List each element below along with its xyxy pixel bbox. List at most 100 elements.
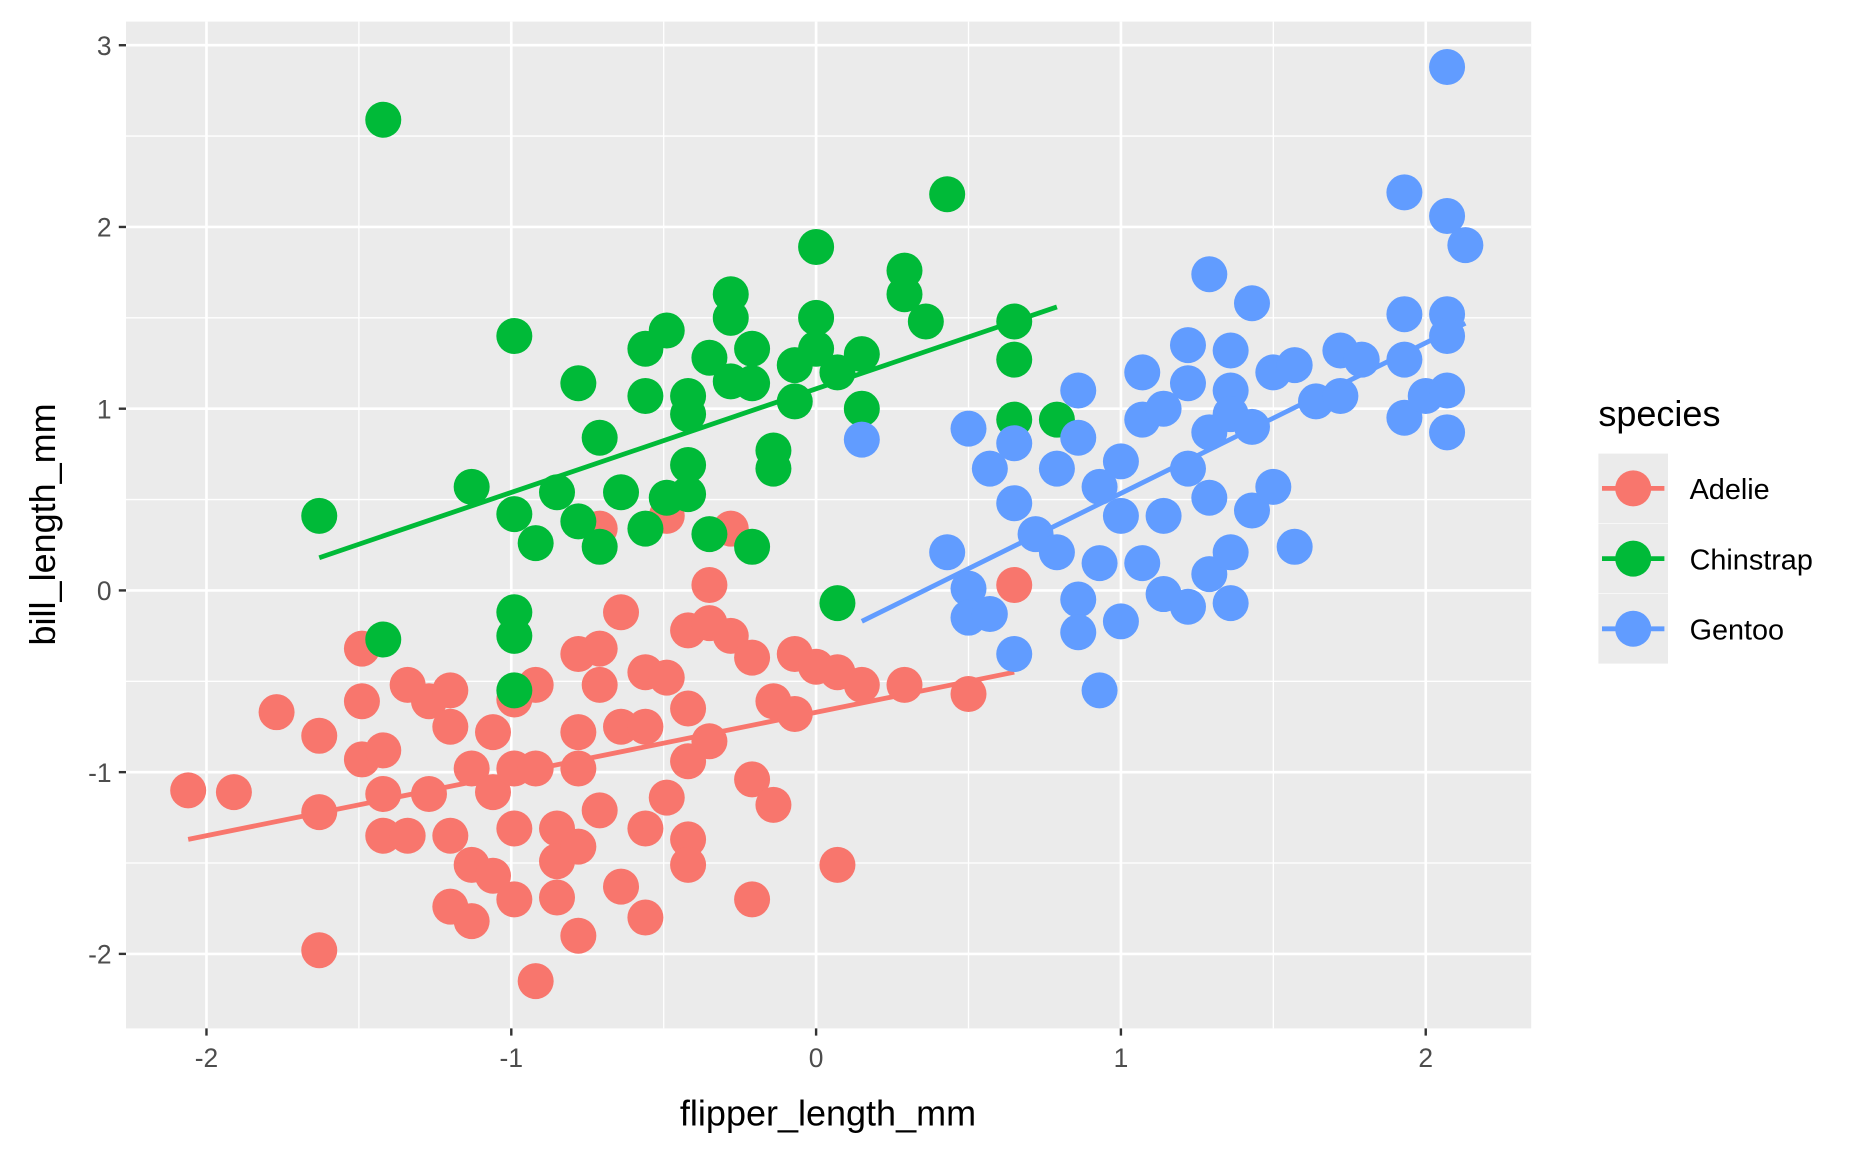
adelie-point — [474, 714, 511, 751]
chinstrap-point — [798, 330, 835, 367]
gentoo-point — [1060, 581, 1097, 618]
chinstrap-point — [496, 672, 533, 709]
adelie-point — [581, 630, 618, 667]
adelie-point — [496, 881, 533, 918]
adelie-point — [496, 810, 533, 847]
gentoo-point — [1081, 468, 1118, 505]
gentoo-point — [1145, 497, 1182, 534]
gentoo-point — [1102, 497, 1139, 534]
chinstrap-point — [755, 450, 792, 487]
chinstrap-point — [627, 510, 664, 547]
adelie-legend-label: Adelie — [1690, 474, 1770, 506]
chinstrap-point — [734, 330, 771, 367]
chinstrap-point — [581, 528, 618, 565]
gentoo-point — [996, 485, 1033, 522]
adelie-point — [691, 723, 728, 760]
adelie-point — [301, 932, 338, 969]
chinstrap-point — [734, 528, 771, 565]
x-tick-label: -2 — [195, 1043, 218, 1073]
chinstrap-fit-line — [318, 304, 1058, 560]
chinstrap-point — [453, 468, 490, 505]
gentoo-point — [1276, 528, 1313, 565]
x-tick-label: -1 — [500, 1043, 523, 1073]
chinstrap-point — [670, 476, 707, 513]
chinstrap-point — [670, 447, 707, 484]
chinstrap-point — [996, 341, 1033, 378]
adelie-point — [215, 774, 252, 811]
legend-title: species — [1598, 393, 1720, 434]
adelie-point — [996, 566, 1033, 603]
adelie-point — [560, 917, 597, 954]
y-tick-label: 0 — [97, 576, 112, 606]
chinstrap-point — [734, 365, 771, 402]
chinstrap-point — [798, 299, 835, 336]
x-axis-title: flipper_length_mm — [680, 1093, 976, 1134]
gentoo-point — [1102, 443, 1139, 480]
gentoo-point — [1386, 296, 1423, 333]
adelie-point — [627, 708, 664, 745]
gentoo-point — [996, 636, 1033, 673]
gentoo-point — [1276, 347, 1313, 384]
gentoo-point — [929, 534, 966, 571]
adelie-point — [627, 810, 664, 847]
gentoo-point — [1429, 414, 1466, 451]
gentoo-point — [1429, 198, 1466, 235]
gentoo-point — [1191, 256, 1228, 293]
adelie-point — [950, 676, 987, 713]
gentoo-point — [1233, 408, 1270, 445]
gentoo-point — [1429, 317, 1466, 354]
chinstrap-point — [560, 503, 597, 540]
adelie-point — [258, 694, 295, 731]
y-tick-label: -2 — [88, 939, 111, 969]
y-tick-label: -1 — [88, 758, 111, 788]
adelie-point — [670, 846, 707, 883]
gentoo-point — [1124, 354, 1161, 391]
adelie-point — [734, 881, 771, 918]
chinstrap-point — [496, 317, 533, 354]
adelie-point — [517, 963, 554, 1000]
adelie-point — [843, 666, 880, 703]
chinstrap-point — [670, 396, 707, 433]
chinstrap-point — [886, 276, 923, 313]
adelie-point — [343, 683, 380, 720]
chinstrap-point — [365, 101, 402, 138]
chinstrap-point — [798, 228, 835, 265]
chinstrap-point — [560, 365, 597, 402]
axis-ticks: -2 -1 0 1 2 -2 -1 0 1 2 3 — [88, 31, 1433, 1073]
gentoo-point — [1233, 492, 1270, 529]
adelie-point — [170, 772, 207, 809]
chinstrap-point — [517, 525, 554, 562]
y-tick-label: 3 — [97, 31, 112, 61]
gentoo-point — [1191, 479, 1228, 516]
gentoo-point — [1169, 365, 1206, 402]
x-tick-label: 2 — [1418, 1043, 1433, 1073]
adelie-point — [691, 566, 728, 603]
adelie-point — [365, 732, 402, 769]
gentoo-point — [1322, 377, 1359, 414]
chinstrap-point — [843, 390, 880, 427]
gentoo-point — [950, 570, 987, 607]
gentoo-point — [1145, 390, 1182, 427]
gentoo-point — [1081, 545, 1118, 582]
chinstrap-point — [776, 383, 813, 420]
gentoo-point — [1102, 603, 1139, 640]
adelie-point — [776, 696, 813, 733]
chinstrap-point — [496, 496, 533, 533]
gentoo-point — [1038, 534, 1075, 571]
adelie-point — [603, 594, 640, 631]
adelie-point — [432, 817, 469, 854]
gentoo-point — [1060, 372, 1097, 409]
adelie-point — [560, 828, 597, 865]
gentoo-point — [1060, 419, 1097, 456]
adelie-point — [432, 672, 469, 709]
adelie-point — [734, 639, 771, 676]
chinstrap-legend-dot — [1615, 540, 1652, 577]
chinstrap-point — [365, 621, 402, 658]
gentoo-point — [1212, 585, 1249, 622]
gentoo-point — [1386, 341, 1423, 378]
adelie-point — [734, 761, 771, 798]
gentoo-point — [1124, 545, 1161, 582]
adelie-point — [603, 868, 640, 905]
y-axis-title: bill_length_mm — [22, 403, 63, 645]
gentoo-point — [1429, 49, 1466, 86]
